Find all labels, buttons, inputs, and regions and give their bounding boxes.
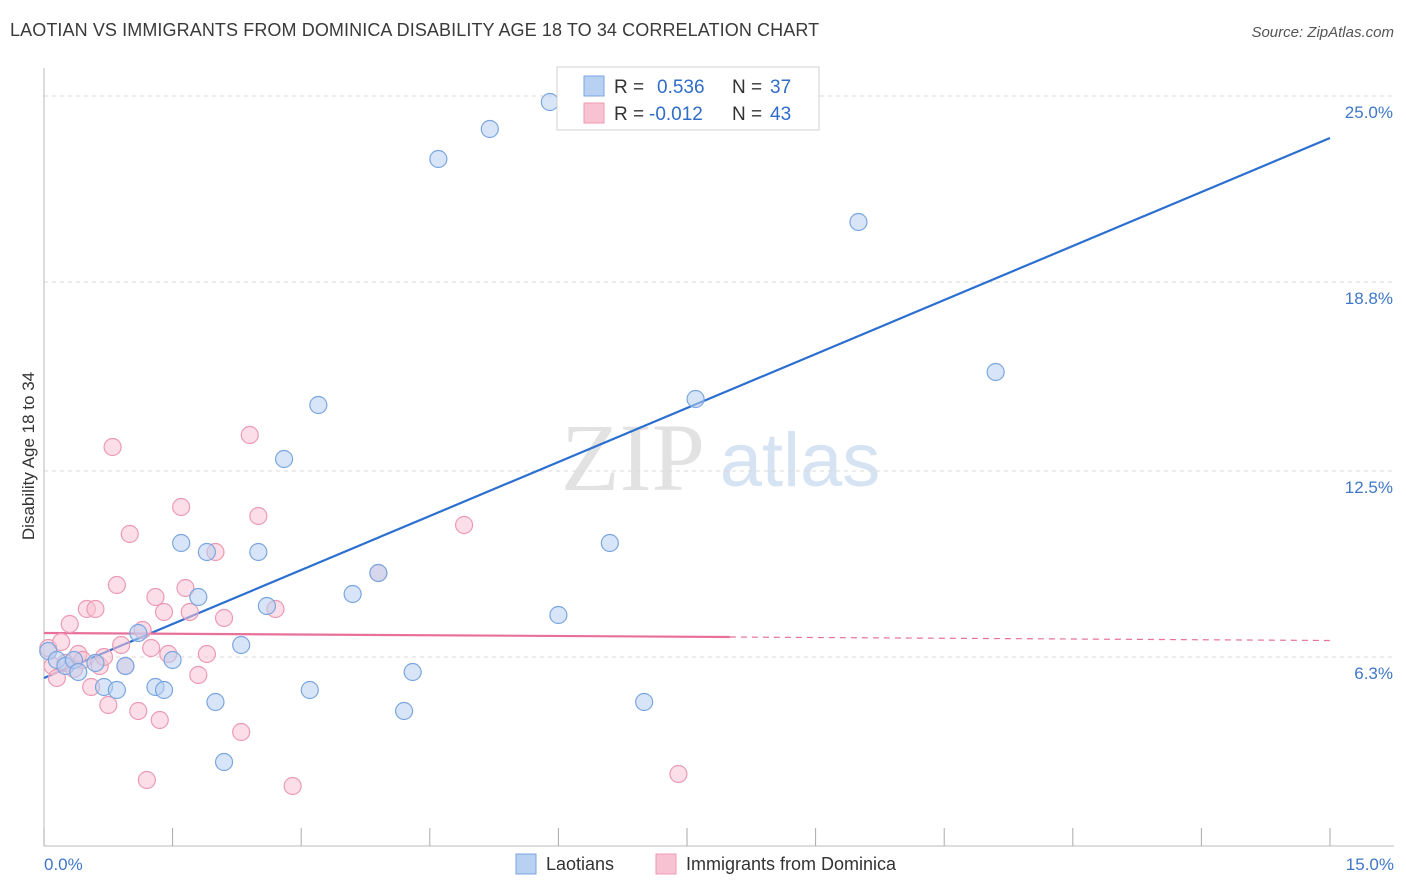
legend-swatch-laotians — [583, 75, 605, 97]
laotians-point — [600, 533, 619, 553]
watermark-zip: ZIP — [561, 404, 705, 511]
legend-n-label-1: N = — [732, 77, 762, 98]
x-tick-label-max: 15.0% — [1346, 855, 1394, 874]
legend-r-label-1: R = — [614, 77, 644, 98]
dominica-point — [176, 578, 195, 598]
bottom-legend-laotians: Laotians — [546, 854, 614, 874]
dominica-point — [283, 776, 302, 796]
laotians-point — [249, 542, 268, 562]
dominica-point — [107, 575, 126, 595]
y-axis-label: Disability Age 18 to 34 — [19, 372, 38, 540]
dominica-point — [137, 770, 156, 790]
bottom-legend-swatch-dominica — [655, 853, 677, 875]
grid: 6.3% 12.5% 18.8% 25.0% — [44, 95, 1394, 683]
dominica-point — [189, 665, 208, 685]
laotians-point — [86, 653, 105, 673]
legend-n-value-1: 37 — [770, 77, 791, 98]
y-tick-label: 12.5% — [1345, 478, 1393, 497]
chart-title: LAOTIAN VS IMMIGRANTS FROM DOMINICA DISA… — [10, 20, 820, 40]
axes — [43, 68, 1394, 847]
laotians-point — [257, 596, 277, 616]
dominica-point — [142, 638, 161, 658]
bottom-legend-dominica: Immigrants from Dominica — [686, 854, 897, 874]
dominica-point — [103, 437, 122, 457]
bottom-legend-swatch-laotians — [515, 853, 537, 875]
laotians-point — [635, 692, 654, 712]
laotians-point — [197, 542, 216, 562]
dominica-point — [146, 587, 165, 607]
correlation-legend: R = 0.536 N = 37 R = -0.012 N = 43 — [556, 66, 820, 131]
laotians-point — [343, 584, 362, 604]
laotians-point — [686, 389, 705, 409]
dominica-point — [154, 602, 174, 622]
dominica-point — [240, 425, 259, 445]
laotians-point — [274, 449, 294, 469]
dominica-point — [60, 614, 79, 634]
series-legend: Laotians Immigrants from Dominica — [515, 853, 897, 875]
data-points — [39, 92, 1005, 796]
dominica-trend-line-extension — [729, 636, 1331, 642]
laotians-point — [129, 623, 148, 643]
laotians-point — [480, 119, 499, 139]
laotians-point — [116, 656, 135, 676]
watermark-atlas: atlas — [720, 418, 881, 503]
laotians-point — [107, 680, 126, 700]
laotians-point — [69, 662, 88, 682]
laotians-point — [369, 563, 388, 583]
laotians-point — [300, 680, 319, 700]
laotians-trend-line — [43, 136, 1331, 680]
dominica-trend-line — [43, 631, 730, 639]
laotians-point — [849, 212, 868, 232]
dominica-point — [232, 722, 251, 742]
y-tick-label: 6.3% — [1354, 664, 1393, 683]
laotians-point — [549, 605, 568, 625]
dominica-point — [52, 632, 71, 652]
dominica-point — [150, 710, 169, 730]
dominica-point — [454, 515, 474, 535]
laotians-point — [394, 701, 414, 721]
dominica-point — [214, 608, 234, 628]
laotians-point — [189, 587, 208, 607]
laotians-point — [163, 650, 182, 670]
legend-r-value-1: 0.536 — [657, 77, 705, 98]
legend-swatch-dominica — [583, 102, 605, 124]
dominica-point — [197, 644, 216, 664]
dominica-point — [129, 701, 148, 721]
dominica-point — [249, 506, 268, 526]
trend-lines — [43, 136, 1331, 680]
legend-r-value-2: -0.012 — [649, 104, 703, 125]
y-tick-label: 18.8% — [1345, 289, 1393, 308]
laotians-point — [206, 692, 225, 712]
dominica-point — [180, 602, 199, 622]
laotians-point — [214, 752, 234, 772]
dominica-point — [669, 764, 688, 784]
dominica-point — [120, 524, 139, 544]
laotians-point — [403, 662, 422, 682]
dominica-point — [86, 599, 105, 619]
laotians-point — [154, 680, 174, 700]
source-label: Source: ZipAtlas.com — [1251, 24, 1394, 41]
dominica-point — [99, 695, 118, 715]
laotians-point — [309, 395, 328, 415]
legend-n-value-2: 43 — [770, 104, 791, 125]
laotians-point — [540, 92, 559, 112]
laotians-point — [232, 635, 251, 655]
laotians-point — [172, 533, 191, 553]
legend-n-label-2: N = — [732, 104, 762, 125]
laotians-point — [986, 362, 1005, 382]
legend-r-label-2: R = — [614, 104, 644, 125]
dominica-point — [112, 635, 131, 655]
x-tick-label-min: 0.0% — [44, 855, 83, 874]
dominica-point — [172, 497, 191, 517]
laotians-point — [429, 149, 448, 169]
y-tick-label: 25.0% — [1345, 103, 1393, 122]
